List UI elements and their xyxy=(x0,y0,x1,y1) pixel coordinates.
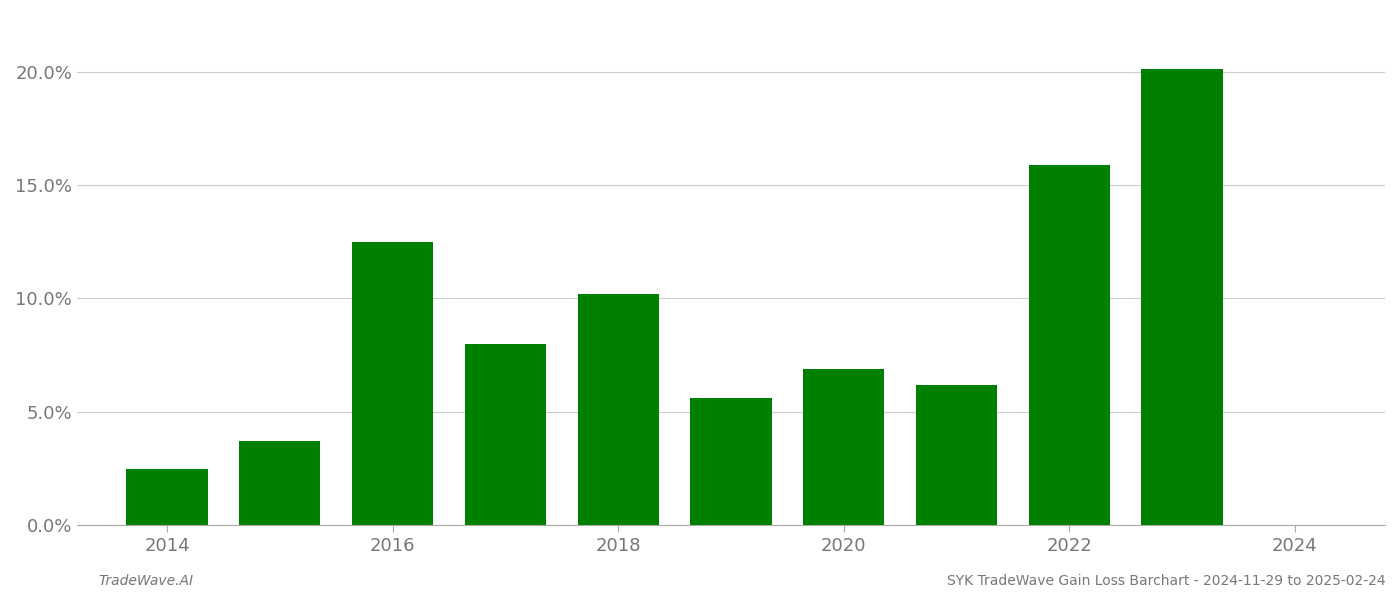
Bar xyxy=(351,242,433,525)
Bar xyxy=(465,344,546,525)
Bar xyxy=(804,369,885,525)
Bar xyxy=(1141,70,1222,525)
Bar xyxy=(239,441,321,525)
Bar xyxy=(126,469,207,525)
Bar xyxy=(1029,164,1110,525)
Text: TradeWave.AI: TradeWave.AI xyxy=(98,574,193,588)
Bar xyxy=(578,294,659,525)
Text: SYK TradeWave Gain Loss Barchart - 2024-11-29 to 2025-02-24: SYK TradeWave Gain Loss Barchart - 2024-… xyxy=(948,574,1386,588)
Bar xyxy=(690,398,771,525)
Bar xyxy=(916,385,997,525)
